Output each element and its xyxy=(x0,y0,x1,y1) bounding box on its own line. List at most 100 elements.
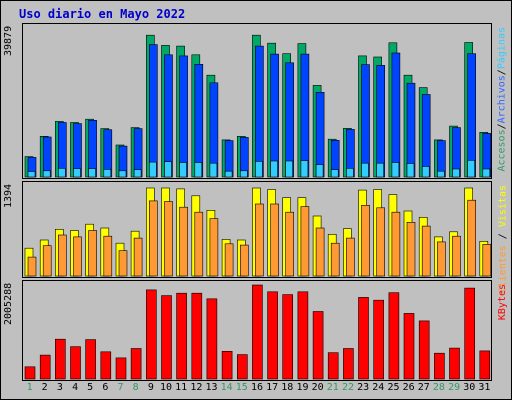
kbytes-kbytes-bar-day-2 xyxy=(39,354,51,380)
x-tick-label-day-21: 21 xyxy=(326,382,339,393)
accesses-archivos-bar-day-24 xyxy=(376,65,386,178)
visitors-clientes-bar-day-6 xyxy=(103,235,113,277)
kbytes-kbytes-bar-day-25 xyxy=(388,292,400,380)
x-tick-label-day-7: 7 xyxy=(117,382,124,393)
accesses-páginas-bar-day-8 xyxy=(133,169,142,178)
accesses-archivos-bar-day-11 xyxy=(179,55,188,178)
accesses-legend-part: / xyxy=(497,69,508,76)
accesses-páginas-bar-day-21 xyxy=(330,169,339,178)
accesses-páginas-bar-day-6 xyxy=(103,169,112,178)
kbytes-kbytes-bar-day-3 xyxy=(54,338,66,380)
x-axis-day-labels: 1 2 3 4 5 6 7 8 9 10 11 12 13 14 15 16 17 18 19 20 21 22 23 24 2… xyxy=(22,382,492,396)
x-tick-label-day-14: 14 xyxy=(220,382,233,393)
visitors-clientes-bar-day-23 xyxy=(361,204,370,277)
x-tick-label-day-31: 31 xyxy=(478,382,491,393)
accesses-páginas-bar-day-24 xyxy=(376,162,385,178)
x-tick-label-day-28: 28 xyxy=(432,382,445,393)
visitors-clientes-bar-day-20 xyxy=(315,227,325,277)
accesses-páginas-bar-day-13 xyxy=(209,162,218,178)
visitors-clientes-bar-day-8 xyxy=(133,237,143,277)
x-tick-label-day-9: 9 xyxy=(147,382,154,393)
x-tick-label-day-29: 29 xyxy=(448,382,461,393)
x-tick-label-day-30: 30 xyxy=(463,382,476,393)
kbytes-kbytes-bar-day-29 xyxy=(449,347,460,380)
kbytes-kbytes-bar-day-17 xyxy=(267,291,278,380)
accesses-archivos-bar-day-10 xyxy=(164,54,173,178)
visitors-clientes-bar-day-21 xyxy=(330,242,340,277)
visitors-clientes-bar-day-29 xyxy=(452,235,461,277)
kbytes-kbytes-bar-day-20 xyxy=(312,311,324,380)
x-tick-label-day-12: 12 xyxy=(190,382,203,393)
accesses-legend: Accesos/Archivos/Páginas xyxy=(497,27,508,172)
accesses-páginas-bar-day-23 xyxy=(361,162,369,178)
accesses-páginas-bar-day-16 xyxy=(255,161,263,178)
kbytes-kbytes-bar-day-8 xyxy=(130,348,142,380)
x-tick-label-day-22: 22 xyxy=(341,382,355,393)
x-tick-label-day-25: 25 xyxy=(387,382,400,393)
visitors-clientes-bar-day-17 xyxy=(270,203,279,277)
visitors-clientes-bar-day-1 xyxy=(27,256,37,277)
accesses-archivos-bar-day-26 xyxy=(406,82,416,178)
accesses-archivos-bar-day-30 xyxy=(467,53,477,178)
kbytes-kbytes-bar-day-5 xyxy=(85,339,96,380)
kbytes-plot xyxy=(24,284,491,380)
accesses-páginas-bar-day-12 xyxy=(194,162,203,178)
visitors-clientes-bar-day-16 xyxy=(255,203,264,277)
accesses-archivos-bar-day-23 xyxy=(361,64,370,178)
accesses-páginas-bar-day-1 xyxy=(27,171,36,178)
accesses-páginas-bar-day-15 xyxy=(240,170,248,178)
accesses-páginas-bar-day-5 xyxy=(88,168,96,178)
visitors-clientes-bar-day-18 xyxy=(285,211,295,277)
x-tick-label-day-8: 8 xyxy=(132,382,139,393)
visitors-clientes-bar-day-25 xyxy=(391,211,401,277)
accesses-legend-part: / xyxy=(497,123,508,130)
kbytes-legend-part: KBytes xyxy=(497,284,508,321)
accesses-archivos-bar-day-20 xyxy=(315,92,325,178)
visitors-clientes-bar-day-11 xyxy=(179,206,188,277)
visitors-clientes-bar-day-28 xyxy=(437,241,446,277)
accesses-max-label: 39879 xyxy=(3,25,14,56)
visitors-clientes-bar-day-19 xyxy=(300,206,310,277)
accesses-páginas-bar-day-14 xyxy=(224,170,233,178)
kbytes-kbytes-bar-day-19 xyxy=(297,291,309,380)
kbytes-kbytes-bar-day-22 xyxy=(343,348,354,380)
accesses-páginas-bar-day-30 xyxy=(467,160,476,178)
accesses-archivos-bar-day-16 xyxy=(255,45,264,178)
x-tick-label-day-26: 26 xyxy=(402,382,415,393)
kbytes-kbytes-bar-day-15 xyxy=(237,354,248,380)
visitors-clientes-bar-day-31 xyxy=(482,244,491,277)
visitors-legend: Clientes / Visitas xyxy=(497,185,508,293)
accesses-páginas-bar-day-10 xyxy=(164,161,172,178)
visitors-clientes-bar-day-24 xyxy=(376,207,386,277)
visitors-clientes-bar-day-15 xyxy=(240,244,249,277)
accesses-páginas-bar-day-29 xyxy=(452,168,460,178)
accesses-archivos-bar-day-13 xyxy=(209,82,219,178)
visitors-clientes-bar-day-30 xyxy=(467,199,477,277)
accesses-páginas-bar-day-28 xyxy=(437,170,445,178)
visitors-max-label: 1394 xyxy=(3,183,14,208)
accesses-legend-part: Archivos xyxy=(497,75,508,124)
kbytes-kbytes-bar-day-24 xyxy=(373,299,385,380)
visitors-clientes-bar-day-4 xyxy=(73,236,82,277)
accesses-archivos-bar-day-9 xyxy=(149,44,158,178)
accesses-páginas-bar-day-26 xyxy=(406,163,415,178)
kbytes-kbytes-bar-day-6 xyxy=(100,351,112,380)
accesses-páginas-bar-day-18 xyxy=(285,160,294,178)
x-tick-label-day-2: 2 xyxy=(41,382,48,393)
accesses-legend-part: Accesos xyxy=(497,129,508,172)
x-tick-label-day-1: 1 xyxy=(26,382,33,393)
kbytes-kbytes-bar-day-10 xyxy=(161,295,172,380)
accesses-archivos-bar-day-19 xyxy=(300,53,310,178)
kbytes-kbytes-bar-day-12 xyxy=(191,292,203,380)
kbytes-kbytes-bar-day-16 xyxy=(252,284,263,380)
accesses-archivos-bar-day-27 xyxy=(421,94,431,178)
x-tick-label-day-4: 4 xyxy=(72,382,79,393)
kbytes-kbytes-bar-day-26 xyxy=(403,313,415,380)
accesses-páginas-bar-day-25 xyxy=(391,162,400,178)
visitors-clientes-bar-day-3 xyxy=(57,234,67,277)
accesses-archivos-bar-day-12 xyxy=(194,63,204,178)
kbytes-kbytes-bar-day-13 xyxy=(206,298,218,380)
x-tick-label-day-27: 27 xyxy=(417,382,430,393)
visitors-panel xyxy=(22,181,492,278)
